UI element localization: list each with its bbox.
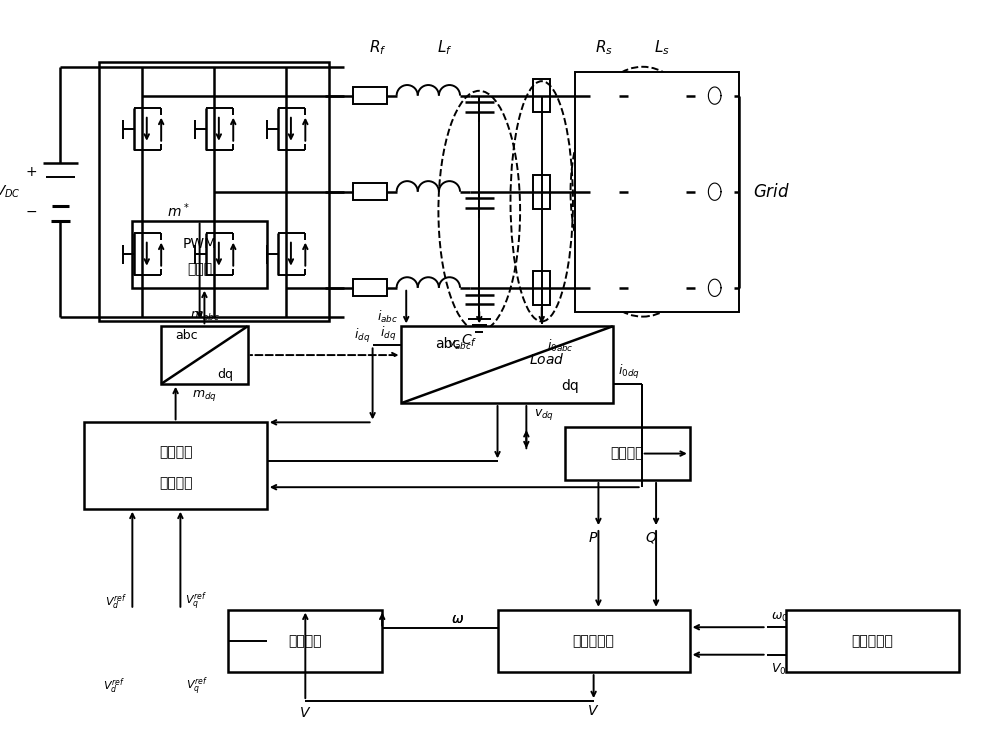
Text: $i_{dq}$: $i_{dq}$ xyxy=(354,327,371,345)
Text: 二次控制器: 二次控制器 xyxy=(851,634,893,648)
Text: 电压电流: 电压电流 xyxy=(159,445,192,459)
Bar xyxy=(228,610,382,673)
Bar xyxy=(565,427,690,480)
Bar xyxy=(161,326,248,384)
Bar xyxy=(84,423,267,509)
Text: $i_{abc}$: $i_{abc}$ xyxy=(377,309,399,325)
Text: $i_{0abc}$: $i_{0abc}$ xyxy=(547,337,573,354)
Text: $Q$: $Q$ xyxy=(645,530,657,545)
Text: $V_0$: $V_0$ xyxy=(771,662,787,677)
Text: $V$: $V$ xyxy=(299,706,311,720)
Bar xyxy=(533,271,550,304)
Text: 生成器: 生成器 xyxy=(187,262,212,276)
Text: $i_{0dq}$: $i_{0dq}$ xyxy=(618,363,639,381)
Text: $v_{abc}$: $v_{abc}$ xyxy=(447,339,472,352)
Bar xyxy=(575,71,739,312)
Text: dq: dq xyxy=(217,368,233,381)
Text: abc: abc xyxy=(176,329,198,343)
Text: $-$: $-$ xyxy=(25,204,38,218)
Bar xyxy=(132,220,267,288)
Text: $L_f$: $L_f$ xyxy=(437,38,452,57)
Text: $V_d^{ref}$: $V_d^{ref}$ xyxy=(105,592,128,612)
Bar xyxy=(590,87,619,104)
Text: $Grid$: $Grid$ xyxy=(753,183,790,201)
Text: +: + xyxy=(26,165,37,179)
Text: $\omega_0$: $\omega_0$ xyxy=(771,611,789,624)
Text: $m^*$: $m^*$ xyxy=(167,201,190,220)
Text: $Load$: $Load$ xyxy=(529,352,564,368)
Text: $V_{DC}$: $V_{DC}$ xyxy=(0,184,20,200)
Text: $m_{dq}$: $m_{dq}$ xyxy=(192,388,217,403)
Bar xyxy=(590,183,619,201)
Bar xyxy=(353,279,387,296)
Text: $V_q^{ref}$: $V_q^{ref}$ xyxy=(186,675,208,698)
Bar xyxy=(99,62,329,321)
Text: $V$: $V$ xyxy=(587,703,600,717)
Bar xyxy=(590,279,619,296)
Text: 下垂控制器: 下垂控制器 xyxy=(573,634,615,648)
Text: $R_f$: $R_f$ xyxy=(369,38,386,57)
Text: $V_d^{ref}$: $V_d^{ref}$ xyxy=(103,677,125,696)
Text: $v_{dq}$: $v_{dq}$ xyxy=(534,407,554,422)
Text: $L_s$: $L_s$ xyxy=(654,38,670,57)
Text: $V_q^{ref}$: $V_q^{ref}$ xyxy=(185,591,207,613)
Text: dq: dq xyxy=(561,379,579,392)
Text: $C_f$: $C_f$ xyxy=(461,332,478,349)
Bar xyxy=(498,610,690,673)
Text: 双环控制: 双环控制 xyxy=(159,476,192,490)
Text: $\omega$: $\omega$ xyxy=(451,612,464,626)
Bar xyxy=(401,326,613,403)
Text: $i_{dq}$: $i_{dq}$ xyxy=(380,325,397,343)
Text: 功率计算: 功率计算 xyxy=(610,447,644,461)
Text: $R_s$: $R_s$ xyxy=(595,38,613,57)
Text: $P$: $P$ xyxy=(588,531,599,545)
Bar xyxy=(786,610,959,673)
Text: PWM: PWM xyxy=(183,237,217,251)
Text: $\omega$: $\omega$ xyxy=(451,612,464,626)
Text: abc: abc xyxy=(435,337,460,351)
Bar xyxy=(533,79,550,112)
Bar xyxy=(353,87,387,104)
Text: 电压合成: 电压合成 xyxy=(289,634,322,648)
Bar xyxy=(533,175,550,209)
Text: $m_{abc}$: $m_{abc}$ xyxy=(190,310,219,323)
Bar xyxy=(353,183,387,201)
